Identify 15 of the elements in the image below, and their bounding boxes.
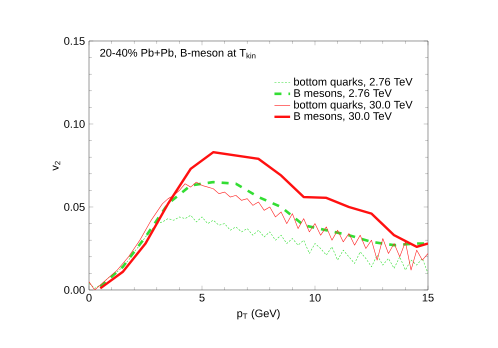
y-tick-label: 0.15	[64, 37, 85, 45]
x-tick-label: 5	[199, 294, 205, 302]
y-axis-title: v$_{2}$	[52, 161, 60, 171]
legend-label: B mesons, 2.76 TeV	[294, 89, 392, 98]
legend-label: bottom quarks, 2.76 TeV	[294, 78, 413, 88]
x-tick-label: 10	[310, 294, 321, 302]
y-tick-label: 0.05	[64, 203, 85, 211]
x-axis-title: p$_{T}$ (GeV)	[237, 309, 280, 320]
x-tick-label: 15	[422, 294, 434, 302]
y-tick-label: 0.10	[64, 120, 85, 128]
legend-label: B mesons, 30.0 TeV	[294, 112, 392, 122]
text: 20-40% Pb+Pb, B-meson at T$_{kin}$	[100, 48, 256, 58]
y-tick-label: 0.00	[64, 286, 85, 294]
x-tick-label: 0	[86, 294, 92, 302]
legend-label: bottom quarks, 30.0 TeV	[294, 100, 413, 111]
